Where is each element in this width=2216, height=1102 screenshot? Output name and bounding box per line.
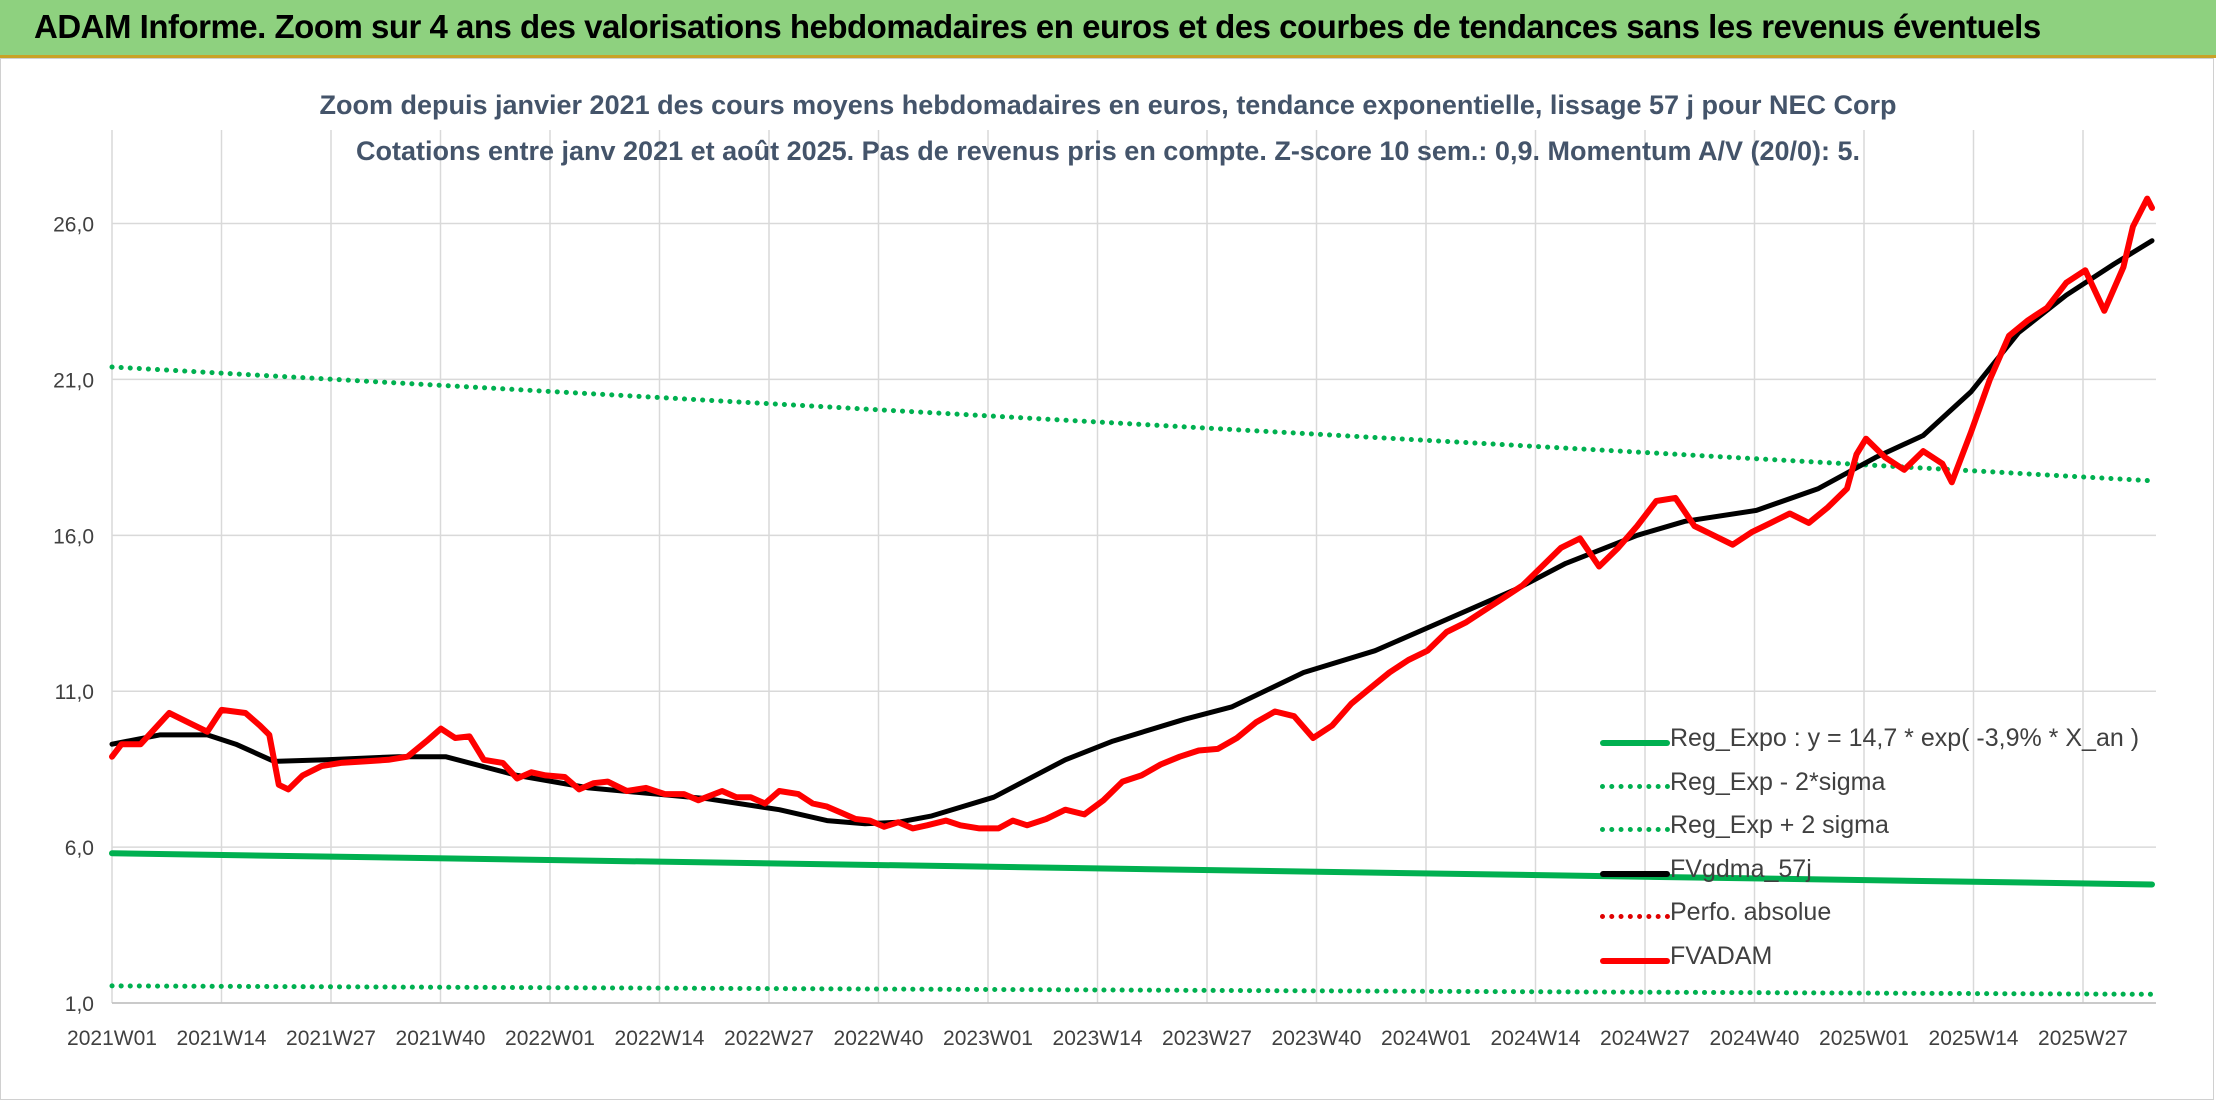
x-tick-label: 2024W27 (1600, 1027, 1690, 1050)
x-tick-label: 2024W01 (1381, 1027, 1471, 1050)
x-tick-label: 2023W14 (1053, 1027, 1143, 1050)
series-line-1 (109, 850, 2155, 888)
x-tick-label: 2024W14 (1491, 1027, 1581, 1050)
x-tick-label: 2023W40 (1272, 1027, 1362, 1050)
legend-swatch (1600, 827, 1670, 832)
legend-item: Reg_Expo : y = 14,7 * exp( -3,9% * X_an … (1600, 720, 2160, 764)
x-tick-label: 2025W14 (1929, 1027, 2019, 1050)
legend-item: Perfo. absolue (1600, 894, 2160, 938)
x-tick-label: 2022W01 (505, 1027, 595, 1050)
chart-subtitle: Cotations entre janv 2021 et août 2025. … (355, 136, 1861, 166)
series-line-6 (109, 195, 2155, 832)
legend-label: Reg_Expo : y = 14,7 * exp( -3,9% * X_an … (1670, 724, 2140, 752)
legend-swatch (1600, 740, 1670, 746)
y-tick-label: 11,0 (55, 681, 94, 704)
y-tick-label: 16,0 (53, 525, 94, 548)
legend-item: FVgdma_57j (1600, 851, 2160, 895)
legend-swatch (1600, 957, 1670, 964)
header-banner: ADAM Informe. Zoom sur 4 ans des valoris… (0, 0, 2216, 58)
legend-swatch (1600, 783, 1670, 789)
legend-label: FVgdma_57j (1670, 854, 1812, 883)
chart-area (0, 58, 2214, 1100)
chart-title: Zoom depuis janvier 2021 des cours moyen… (319, 90, 1897, 120)
series-line-3 (109, 364, 2155, 484)
x-tick-label: 2022W27 (724, 1027, 814, 1050)
x-tick-label: 2021W40 (396, 1027, 486, 1050)
banner-title: ADAM Informe. Zoom sur 4 ans des valoris… (34, 8, 2041, 45)
legend-item: Reg_Exp + 2 sigma (1600, 807, 2160, 851)
x-tick-label: 2021W27 (286, 1027, 376, 1050)
x-tick-label: 2022W40 (834, 1027, 924, 1050)
chart-legend: Reg_Expo : y = 14,7 * exp( -3,9% * X_an … (1600, 720, 2160, 981)
legend-swatch (1600, 870, 1670, 877)
legend-label: FVADAM (1670, 941, 1773, 970)
x-tick-label: 2023W27 (1162, 1027, 1252, 1050)
x-tick-label: 2021W01 (67, 1027, 157, 1050)
x-tick-label: 2023W01 (943, 1027, 1033, 1050)
y-tick-label: 21,0 (53, 369, 94, 392)
x-tick-label: 2021W14 (177, 1027, 267, 1050)
x-tick-label: 2024W40 (1710, 1027, 1800, 1050)
y-tick-label: 6,0 (65, 837, 94, 860)
legend-item: Reg_Exp - 2*sigma (1600, 764, 2160, 808)
x-tick-label: 2025W27 (2038, 1027, 2128, 1050)
legend-label: Reg_Exp + 2 sigma (1670, 811, 1889, 839)
series-line-2 (109, 983, 2155, 997)
legend-label: Perfo. absolue (1670, 898, 1832, 926)
y-tick-label: 1,0 (65, 993, 94, 1016)
x-tick-label: 2025W01 (1819, 1027, 1909, 1050)
legend-item: FVADAM (1600, 938, 2160, 982)
x-tick-label: 2022W14 (615, 1027, 705, 1050)
legend-swatch (1600, 914, 1670, 919)
legend-label: Reg_Exp - 2*sigma (1670, 767, 1886, 796)
y-tick-label: 26,0 (53, 214, 94, 237)
